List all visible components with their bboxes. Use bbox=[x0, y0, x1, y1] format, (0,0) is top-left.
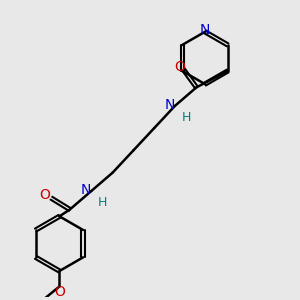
Text: N: N bbox=[200, 23, 210, 37]
Text: O: O bbox=[174, 61, 185, 74]
Text: O: O bbox=[39, 188, 50, 202]
Text: N: N bbox=[81, 184, 91, 197]
Text: H: H bbox=[98, 196, 107, 209]
Text: N: N bbox=[164, 98, 175, 112]
Text: O: O bbox=[54, 285, 65, 299]
Text: H: H bbox=[182, 111, 191, 124]
